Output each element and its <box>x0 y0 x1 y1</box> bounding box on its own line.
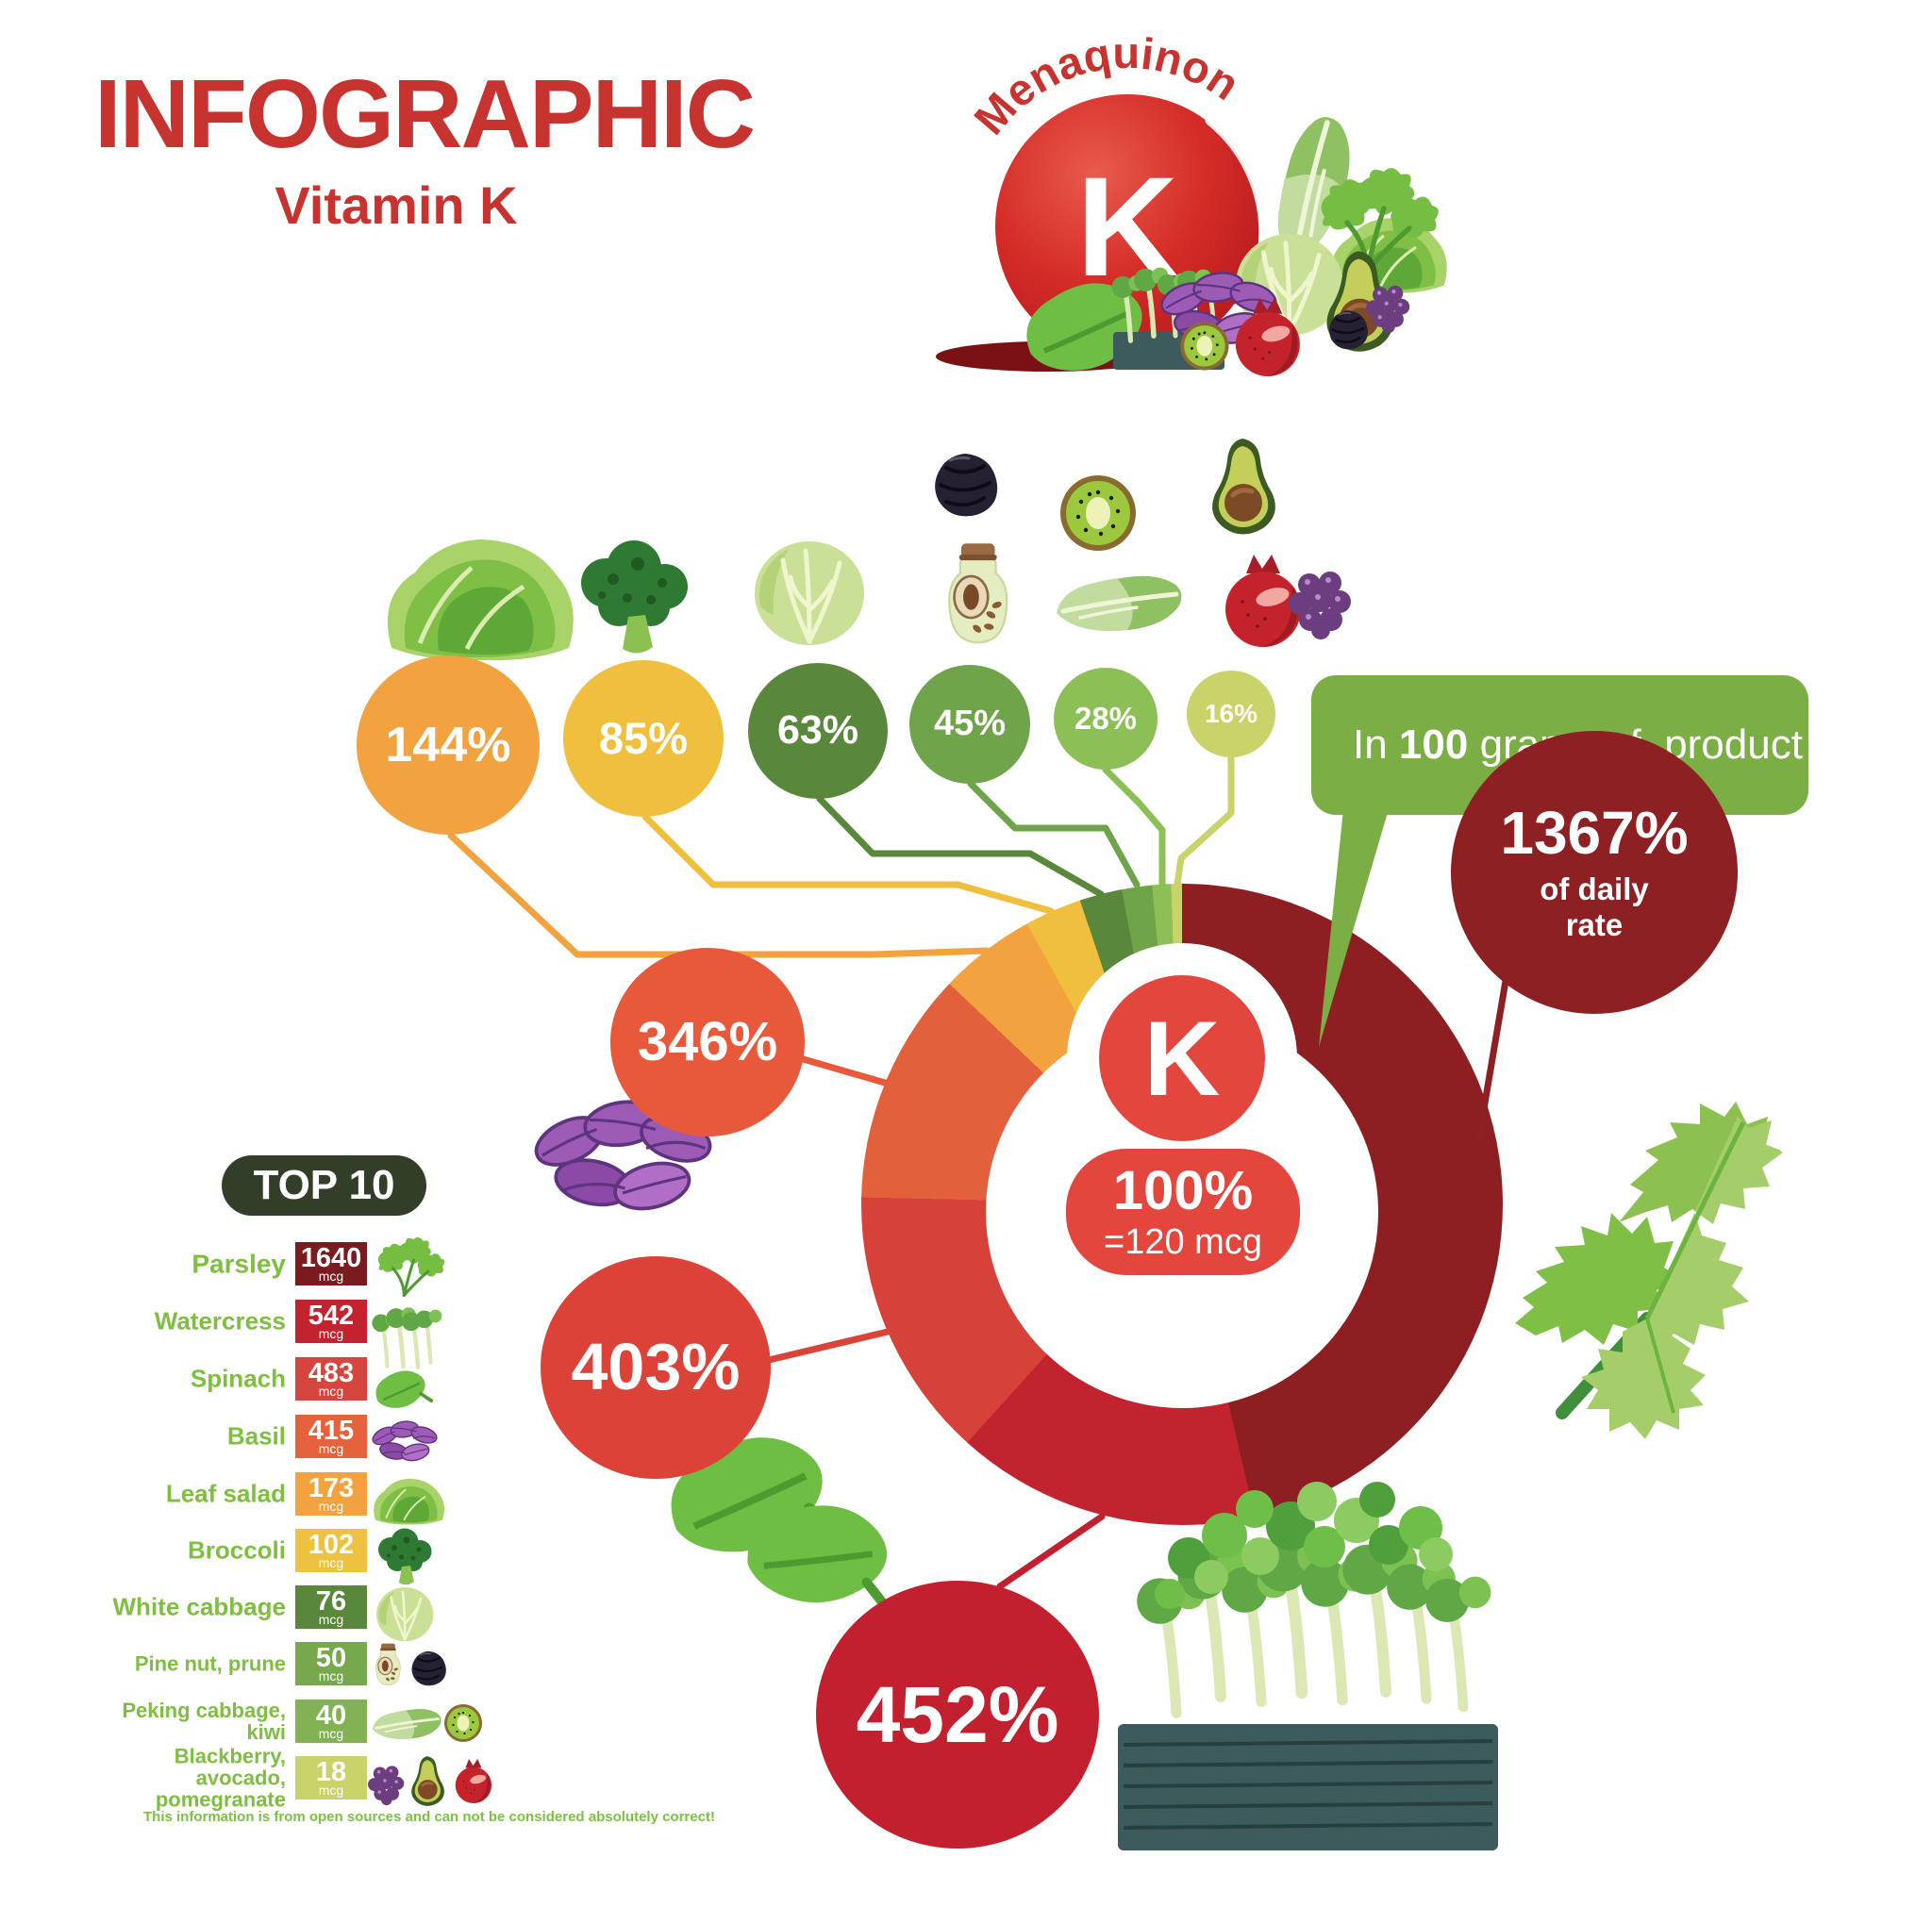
bubble-peking-cabbage-kiwi: 28% <box>1054 668 1158 770</box>
row-label: Basil <box>226 1421 286 1451</box>
row-label: Watercress <box>154 1306 286 1335</box>
disclaimer-text: This information is from open sources an… <box>143 1809 715 1825</box>
table-row: Watercress 542 mcg <box>80 1300 552 1343</box>
row-value-box: 173 mcg <box>295 1472 367 1516</box>
page-subtitle: Vitamin K <box>275 175 518 235</box>
table-row: Parsley 1640 mcg <box>80 1242 552 1285</box>
row-label: Leaf salad <box>165 1479 286 1508</box>
white-cabbage-icon <box>755 541 864 645</box>
top10-badge-label: TOP 10 <box>253 1162 395 1208</box>
row-value-box: 542 mcg <box>295 1300 367 1343</box>
row-value-box: 483 mcg <box>295 1357 367 1401</box>
table-row: Leaf salad 173 mcg <box>80 1472 552 1516</box>
row-label: Pine nut, prune <box>134 1651 286 1676</box>
avocado-icon <box>1212 439 1275 535</box>
bubble-pine-nut-prune: 45% <box>909 665 1030 784</box>
page-title: INFOGRAPHIC <box>94 59 756 168</box>
bubble-white-cabbage: 63% <box>748 663 888 799</box>
row-value-box: 50 mcg <box>295 1642 367 1685</box>
row-value-box: 40 mcg <box>295 1700 367 1743</box>
table-row: Broccoli 102 mcg <box>80 1529 552 1572</box>
center-percent: 100% <box>1112 1160 1254 1221</box>
top10-badge: TOP 10 <box>222 1155 426 1216</box>
bubble-value: 346% <box>637 1010 778 1072</box>
daily-rate-caption: of daily rate <box>1540 871 1649 942</box>
planter-icon <box>1116 1722 1500 1852</box>
row-label: Spinach <box>190 1364 286 1393</box>
vegetable-cluster <box>936 109 1449 376</box>
bubble-spinach: 403% <box>541 1256 771 1479</box>
infobox-pointer-tail <box>1319 809 1389 1047</box>
watercress-canopy <box>1155 1482 1453 1609</box>
table-row: Peking cabbage, kiwi 40 mcg <box>80 1700 552 1743</box>
kiwi-icon <box>1060 475 1136 551</box>
center-mcg-equivalent: =120 mcg <box>1104 1222 1262 1262</box>
center-k-badge: K <box>1099 975 1265 1141</box>
bubble-value: 28% <box>1074 700 1138 736</box>
table-row: Blackberry, avocado, pomegranate 18 mcg <box>80 1745 552 1811</box>
row-label: Parsley <box>192 1249 286 1279</box>
row-label: Peking cabbage, kiwi <box>122 1698 286 1744</box>
bubble-value: 85% <box>598 713 689 764</box>
bubble-value: 452% <box>856 1669 1059 1759</box>
peking-cabbage-icon <box>1057 576 1181 631</box>
table-row: Pine nut, prune 50 mcg <box>80 1642 552 1685</box>
leaf-salad-icon <box>388 539 574 660</box>
blackberry-icon <box>1289 572 1351 639</box>
row-value-box: 76 mcg <box>295 1585 367 1629</box>
ball-highlight <box>1205 116 1268 252</box>
bubble-parsley-daily-rate: 1367% of daily rate <box>1451 731 1738 1014</box>
daily-rate-value: 1367% <box>1500 799 1689 868</box>
kiwi-icon <box>1180 322 1229 371</box>
bubble-leaf-salad: 144% <box>357 655 540 835</box>
bubble-value: 403% <box>571 1330 741 1404</box>
center-k-letter: K <box>1143 999 1221 1118</box>
broccoli-icon <box>581 540 688 654</box>
bubble-blackberry-avocado-pomegranate: 16% <box>1187 671 1275 757</box>
parsley-leaf-icon <box>1515 1102 1783 1439</box>
row-value-box: 18 mcg <box>295 1756 367 1800</box>
table-row: White cabbage 76 mcg <box>80 1585 552 1629</box>
center-daily-norm-pill: 100% =120 mcg <box>1066 1149 1300 1275</box>
connector-lines <box>447 754 1509 1590</box>
prune-icon <box>933 452 1000 519</box>
row-value-box: 415 mcg <box>295 1415 367 1458</box>
table-row: Basil 415 mcg <box>80 1415 552 1458</box>
bubble-value: 45% <box>933 704 1007 744</box>
bubble-basil: 346% <box>610 948 805 1136</box>
bubble-value: 16% <box>1204 699 1258 729</box>
produce-row <box>388 439 1351 660</box>
bubble-watercress: 452% <box>816 1581 1099 1849</box>
row-label: White cabbage <box>112 1592 286 1621</box>
pine-nut-jar-icon <box>947 541 1008 644</box>
watercress-bed <box>1116 1482 1500 1852</box>
bubble-value: 63% <box>776 707 859 754</box>
row-label: Broccoli <box>187 1535 286 1565</box>
row-label: Blackberry, avocado, pomegranate <box>155 1744 286 1812</box>
bubble-value: 144% <box>385 717 511 772</box>
table-row: Spinach 483 mcg <box>80 1357 552 1401</box>
bubble-broccoli: 85% <box>563 660 724 817</box>
row-value-box: 1640 mcg <box>295 1242 367 1285</box>
row-value-box: 102 mcg <box>295 1529 367 1572</box>
